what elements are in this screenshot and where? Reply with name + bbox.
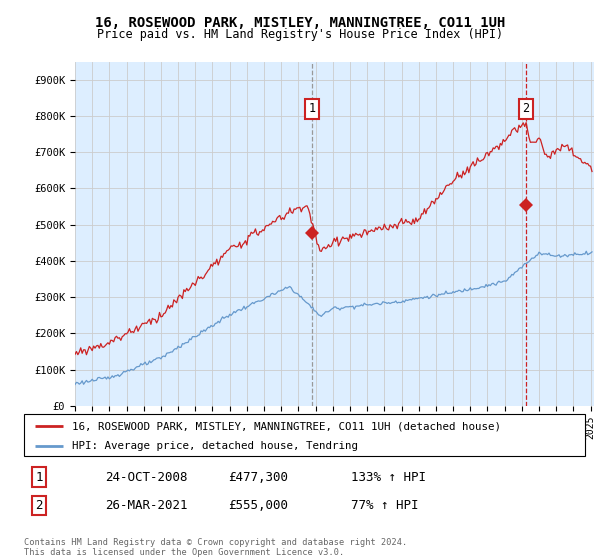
Text: £555,000: £555,000	[228, 499, 288, 512]
Text: HPI: Average price, detached house, Tendring: HPI: Average price, detached house, Tend…	[71, 441, 358, 451]
Text: Price paid vs. HM Land Registry's House Price Index (HPI): Price paid vs. HM Land Registry's House …	[97, 28, 503, 41]
Text: 26-MAR-2021: 26-MAR-2021	[105, 499, 187, 512]
Text: 1: 1	[308, 102, 316, 115]
Text: £477,300: £477,300	[228, 470, 288, 484]
Text: Contains HM Land Registry data © Crown copyright and database right 2024.
This d: Contains HM Land Registry data © Crown c…	[24, 538, 407, 557]
Text: 2: 2	[35, 499, 43, 512]
Text: 16, ROSEWOOD PARK, MISTLEY, MANNINGTREE, CO11 1UH: 16, ROSEWOOD PARK, MISTLEY, MANNINGTREE,…	[95, 16, 505, 30]
Text: 77% ↑ HPI: 77% ↑ HPI	[351, 499, 419, 512]
Text: 133% ↑ HPI: 133% ↑ HPI	[351, 470, 426, 484]
Text: 24-OCT-2008: 24-OCT-2008	[105, 470, 187, 484]
FancyBboxPatch shape	[24, 414, 585, 456]
Text: 16, ROSEWOOD PARK, MISTLEY, MANNINGTREE, CO11 1UH (detached house): 16, ROSEWOOD PARK, MISTLEY, MANNINGTREE,…	[71, 421, 500, 431]
Text: 2: 2	[522, 102, 529, 115]
Text: 1: 1	[35, 470, 43, 484]
